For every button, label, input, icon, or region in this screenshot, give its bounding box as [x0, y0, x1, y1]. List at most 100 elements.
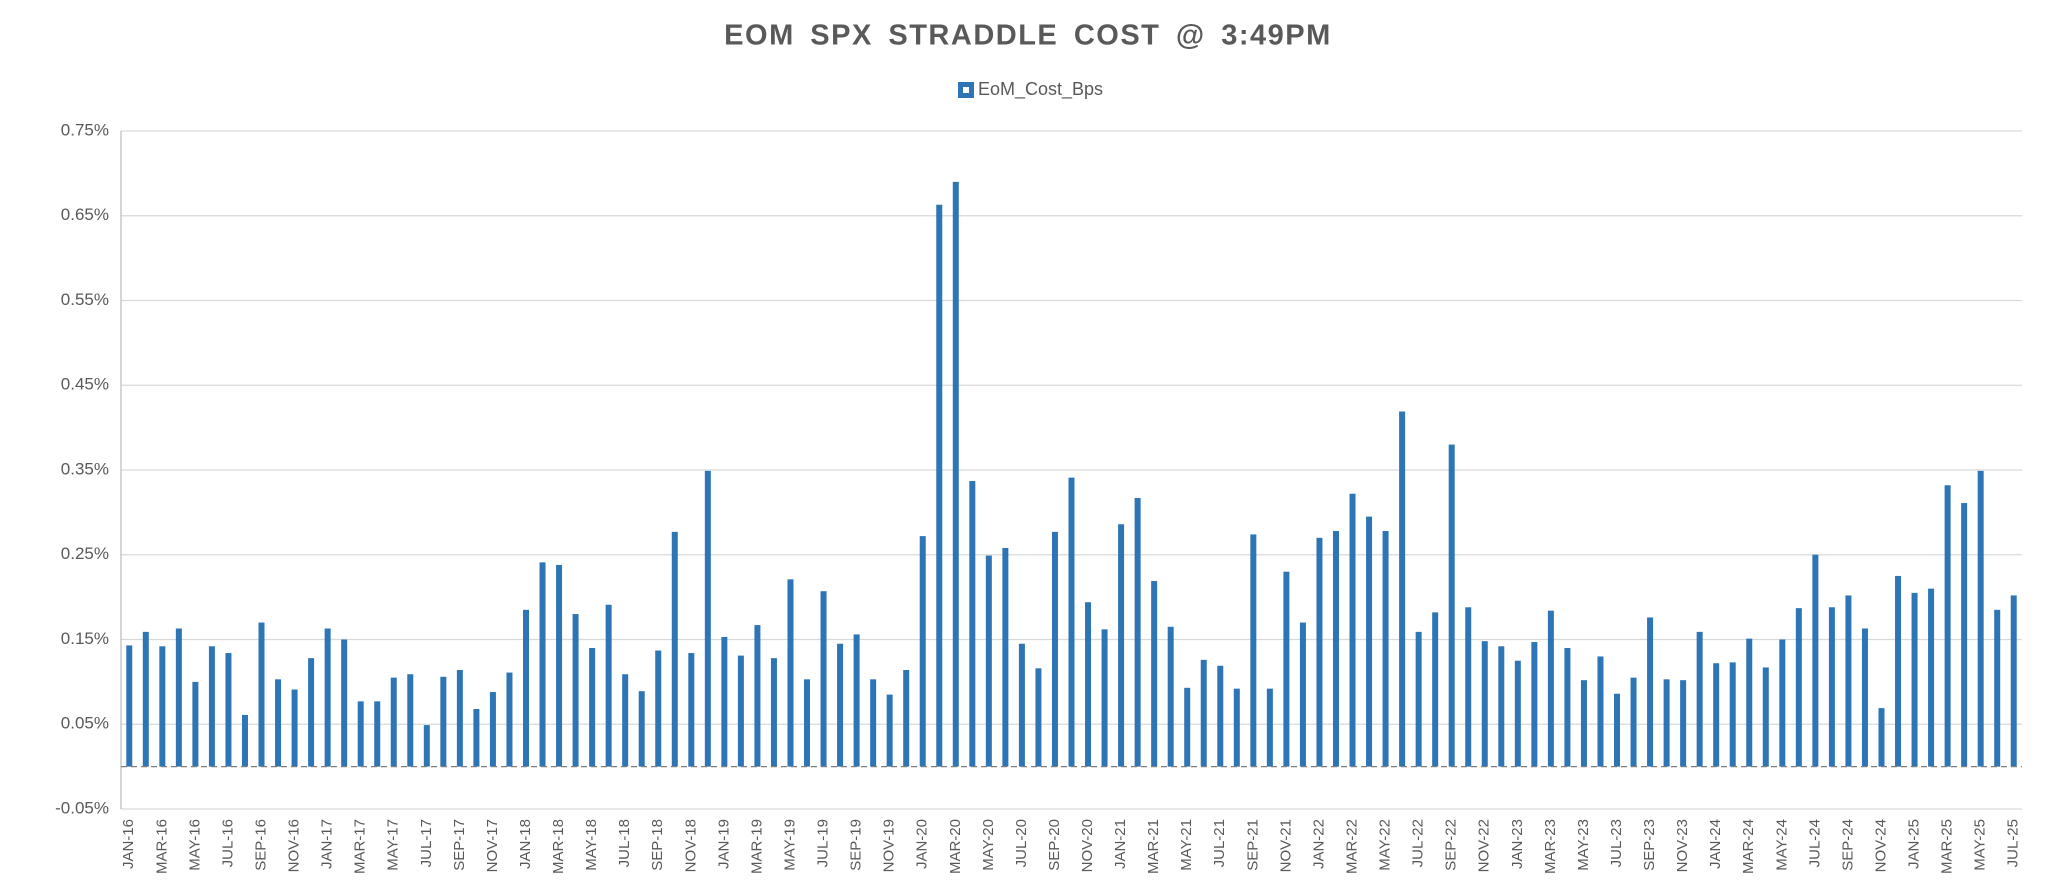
bar: [572, 614, 579, 767]
bar: [374, 701, 381, 767]
bar: [1448, 444, 1455, 767]
x-tick-label: MAY-22: [1377, 819, 1394, 871]
bar: [1101, 629, 1108, 767]
x-tick-label: NOV-19: [881, 819, 898, 872]
bar: [1895, 575, 1902, 767]
y-tick-label: 0.35%: [61, 459, 109, 478]
bar: [1068, 477, 1075, 767]
bar: [440, 676, 447, 767]
bar: [1200, 659, 1207, 767]
y-tick-label: -0.05%: [55, 798, 109, 817]
bar: [1481, 641, 1488, 767]
bar: [1614, 693, 1621, 767]
x-tick-label: NOV-23: [1674, 819, 1691, 872]
y-tick-label: 0.65%: [61, 205, 109, 224]
x-tick-label: NOV-22: [1476, 819, 1493, 872]
y-tick-label: 0.55%: [61, 290, 109, 309]
x-tick-label: JAN-23: [1509, 819, 1526, 869]
x-tick-label: SEP-19: [848, 819, 865, 871]
bar: [1051, 531, 1058, 767]
bar: [704, 470, 711, 767]
bar: [1961, 503, 1968, 767]
bar: [1779, 639, 1786, 767]
bar: [1928, 588, 1935, 767]
x-tick-label: NOV-17: [484, 819, 501, 872]
bar: [1266, 688, 1273, 767]
bar: [341, 639, 348, 767]
bar: [506, 672, 513, 767]
x-tick-label: SEP-23: [1641, 819, 1658, 871]
x-tick-label: JUL-19: [815, 819, 832, 867]
x-tick-label: JUL-21: [1211, 819, 1228, 867]
bar: [1878, 708, 1885, 767]
x-tick-label: SEP-21: [1244, 819, 1261, 871]
bar: [853, 634, 860, 767]
x-tick-label: JUL-17: [418, 819, 435, 867]
bar: [787, 579, 794, 767]
x-tick-label: JAN-25: [1906, 819, 1923, 869]
bar: [1663, 679, 1670, 767]
bar: [936, 204, 943, 767]
bar: [522, 609, 529, 767]
bar: [192, 681, 199, 767]
bar: [1002, 547, 1009, 767]
bar: [407, 674, 414, 767]
bar: [291, 689, 298, 767]
bar: [1845, 595, 1852, 767]
x-tick-label: MAY-18: [583, 819, 600, 871]
bar: [1118, 524, 1125, 767]
x-tick-label: JUL-25: [2005, 819, 2022, 867]
x-tick-label: MAR-23: [1542, 819, 1559, 874]
bar: [1812, 554, 1819, 767]
bar: [390, 677, 397, 767]
bar: [820, 591, 827, 767]
bar: [870, 679, 877, 767]
x-tick-label: JAN-17: [319, 819, 336, 869]
bar: [969, 481, 976, 767]
bar: [903, 670, 910, 767]
x-tick-label: NOV-24: [1872, 819, 1889, 872]
bar: [324, 628, 331, 767]
bar: [1085, 602, 1092, 767]
bar: [1828, 607, 1835, 767]
x-tick-label: JAN-22: [1310, 819, 1327, 869]
bar: [357, 701, 364, 767]
bar: [1597, 656, 1604, 767]
bar: [159, 646, 166, 767]
bar: [1035, 668, 1042, 767]
y-tick-label: 0.15%: [61, 629, 109, 648]
legend-swatch-inner: [963, 87, 969, 93]
bar: [1349, 493, 1356, 767]
bar: [770, 658, 777, 767]
x-tick-label: MAY-21: [1178, 819, 1195, 871]
bar: [1382, 531, 1389, 767]
bar: [258, 622, 265, 767]
x-tick-label: SEP-20: [1046, 819, 1063, 871]
bar: [622, 674, 629, 767]
bar: [1332, 531, 1339, 767]
x-tick-label: MAY-16: [186, 819, 203, 871]
bar: [671, 531, 678, 767]
x-tick-label: MAY-23: [1575, 819, 1592, 871]
bar: [605, 604, 612, 767]
y-tick-label: 0.05%: [61, 714, 109, 733]
bar: [1167, 626, 1174, 767]
bar: [473, 708, 480, 767]
bar: [886, 694, 893, 767]
bar: [1762, 667, 1769, 767]
y-tick-label: 0.45%: [61, 375, 109, 394]
x-tick-label: MAR-18: [550, 819, 567, 874]
x-tick-label: JAN-21: [1112, 819, 1129, 869]
x-tick-label: JUL-24: [1806, 819, 1823, 867]
bar: [1746, 638, 1753, 767]
bar: [952, 181, 959, 767]
x-tick-label: MAR-17: [352, 819, 369, 874]
bar: [308, 658, 315, 767]
x-tick-label: MAY-20: [980, 819, 997, 871]
x-tick-label: MAR-21: [1145, 819, 1162, 874]
bar: [1547, 610, 1554, 767]
bar: [1366, 516, 1373, 767]
x-tick-label: SEP-17: [451, 819, 468, 871]
bar: [1977, 470, 1984, 767]
bar: [1531, 642, 1538, 767]
